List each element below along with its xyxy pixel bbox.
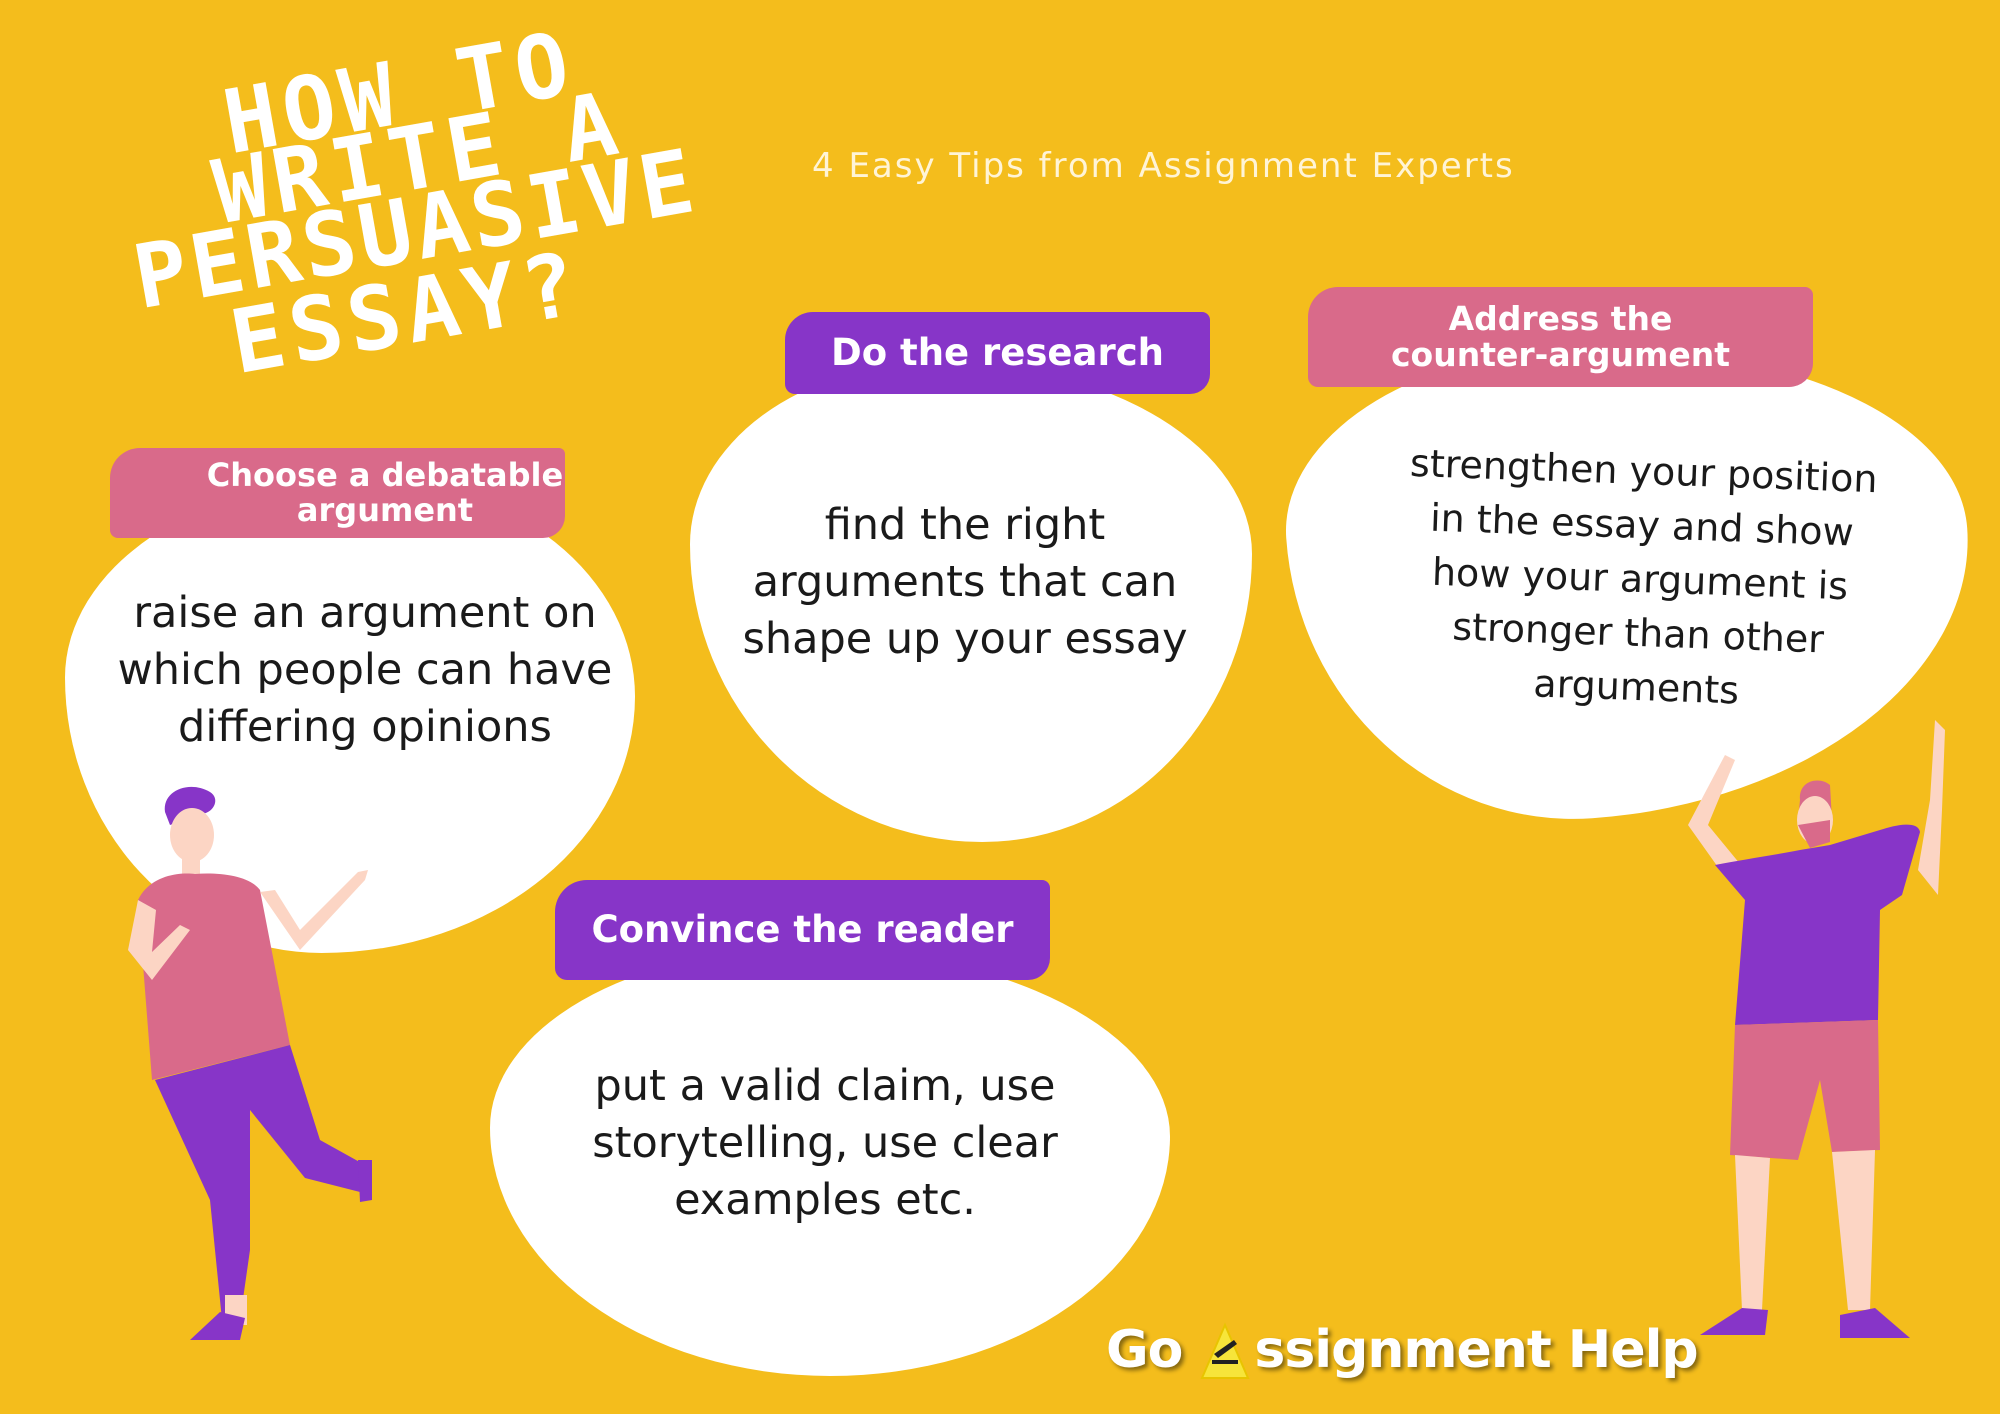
tip-3-banner: Address the counter-argument (1308, 287, 1813, 387)
tip-4-body-line-2: storytelling, use clear (592, 1118, 1058, 1169)
tip-3-body: strengthen your position in the essay an… (1365, 436, 1914, 724)
subtitle: 4 Easy Tips from Assignment Experts (812, 146, 1515, 186)
tip-2-body-line-2: arguments that can (752, 557, 1178, 608)
tip-2-heading-line-1: Do the research (831, 331, 1164, 375)
tip-1-body-line-1: raise an argument on (133, 588, 597, 638)
tip-3-heading-line-1: Address the (1448, 299, 1673, 339)
tip-2-banner: Do the research (785, 312, 1210, 394)
tip-2-bubble (690, 362, 1252, 842)
tip-4-bubble (490, 948, 1170, 1376)
page-title: HOW TO WRITE A PERSUASIVE ESSAY? (0, 0, 800, 400)
tip-4-body-line-3: examples etc. (674, 1175, 976, 1226)
tip-1-banner: Choose a debatable argument (110, 448, 565, 538)
brand-logo-text: Go ssignment Help (1106, 1320, 1699, 1380)
brand-prefix: Go (1106, 1320, 1183, 1380)
tip-4-body: put a valid claim, use storytelling, use… (545, 1058, 1105, 1230)
tip-1-bubble (65, 478, 635, 953)
tip-1-body-line-3: differing opinions (178, 702, 552, 753)
tip-1-body: raise an argument on which people can ha… (80, 585, 650, 757)
tip-1-heading-line-1: Choose a debatable (206, 456, 564, 495)
tip-3-heading-line-2: counter-argument (1390, 335, 1731, 374)
brand-suffix: ssignment Help (1254, 1320, 1698, 1380)
tip-4-banner: Convince the reader (555, 880, 1050, 980)
tip-4-body-line-1: put a valid claim, use (594, 1061, 1056, 1111)
tip-2-body-line-1: find the right (824, 500, 1106, 550)
man-illustration (1688, 720, 1945, 1338)
tip-1-heading-line-2: argument (296, 491, 474, 529)
tip-4-heading-line-1: Convince the reader (591, 908, 1014, 952)
tip-1-body-line-2: which people can have (117, 645, 613, 696)
tip-2-body-line-3: shape up your essay (742, 614, 1188, 665)
woman-illustration (128, 786, 372, 1340)
tip-2-body: find the right arguments that can shape … (700, 497, 1230, 669)
pen-triangle-logo-icon (1200, 1322, 1250, 1379)
